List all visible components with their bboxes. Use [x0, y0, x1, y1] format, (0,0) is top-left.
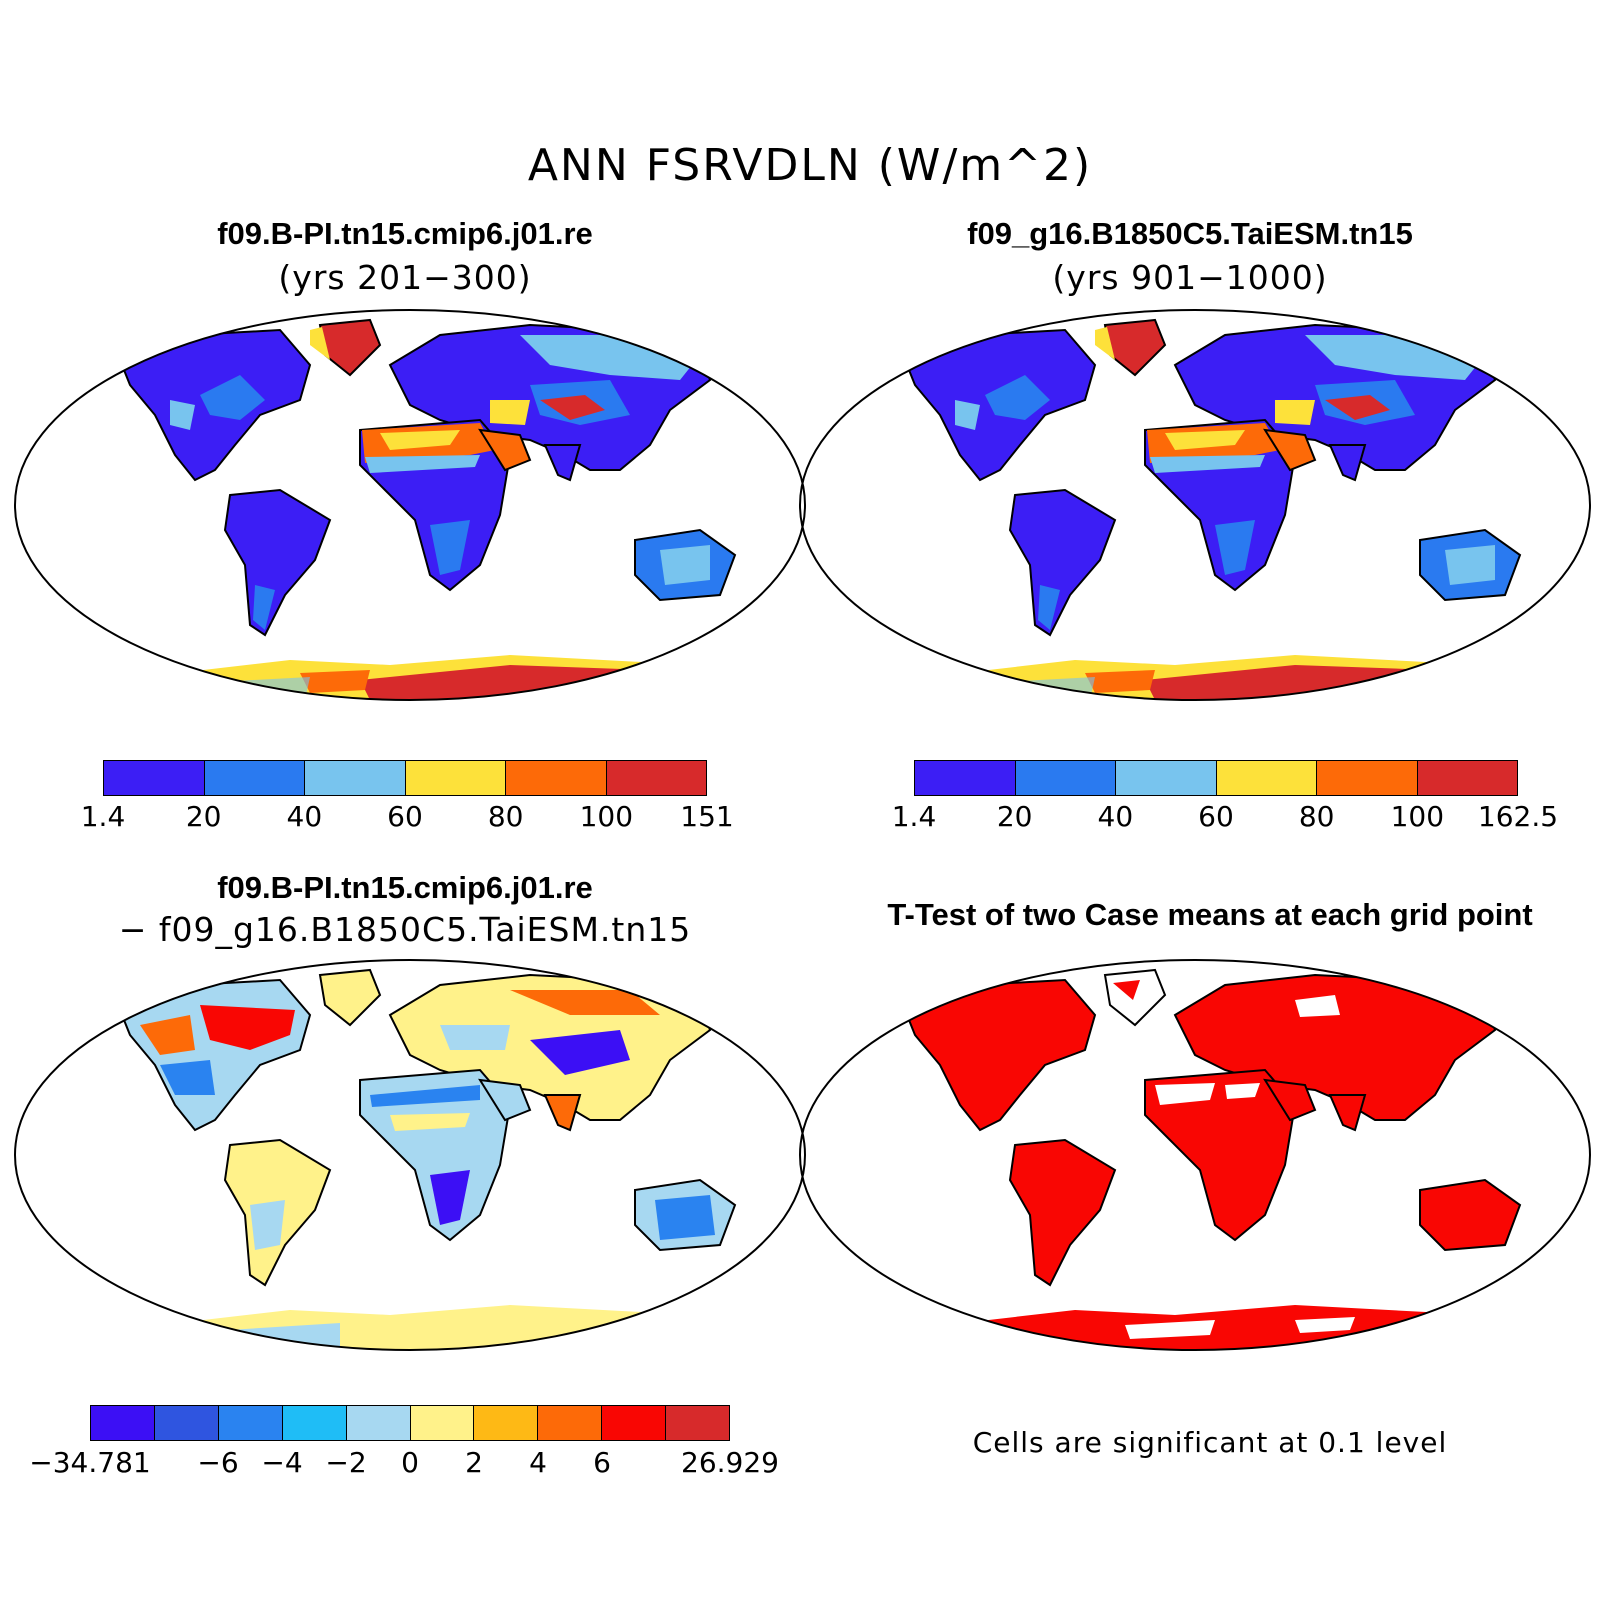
panel-diff-subtitle: − f09_g16.B1850C5.TaiESM.tn15 — [118, 910, 692, 949]
colorbar-case2-segment — [1116, 761, 1217, 795]
map-case2 — [799, 309, 1591, 701]
significance-note: Cells are significant at 0.1 level — [972, 1426, 1448, 1459]
colorbar-diff-segment — [282, 1406, 347, 1440]
colorbar-diff-segment — [474, 1406, 539, 1440]
colorbar-case2-labels: 1.4 20 40 60 80 100 162.5 — [892, 800, 1558, 840]
colorbar-case2 — [914, 760, 1518, 796]
map-case1 — [14, 309, 806, 701]
colorbar-case2-tick-label: 100 — [1390, 800, 1445, 833]
colorbar-diff-segment — [346, 1406, 411, 1440]
colorbar-case1-tick-label: 80 — [487, 800, 524, 833]
colorbar-diff-segment — [410, 1406, 475, 1440]
colorbar-diff-segment — [666, 1406, 730, 1440]
colorbar-diff-tick-label: −4 — [261, 1446, 303, 1479]
colorbar-case2-tick-label: 20 — [996, 800, 1033, 833]
colorbar-diff-tick-label: 26.929 — [681, 1446, 779, 1479]
colorbar-case1-segment — [506, 761, 607, 795]
figure-title: ANN FSRVDLN (W/m^2) — [527, 140, 1093, 191]
colorbar-case2-tick-label: 1.4 — [891, 800, 937, 833]
colorbar-case1-labels: 1.4 20 40 60 80 100 151 — [81, 800, 734, 840]
colorbar-case1-tick-label: 20 — [185, 800, 222, 833]
panel-case1-title: f09.B-PI.tn15.cmip6.j01.re — [217, 216, 593, 251]
colorbar-case1-segment — [104, 761, 205, 795]
map-ttest — [799, 959, 1591, 1351]
colorbar-case1-tick-label: 40 — [286, 800, 323, 833]
colorbar-case1 — [103, 760, 707, 796]
colorbar-diff-tick-label: −34.781 — [29, 1446, 151, 1479]
colorbar-diff-labels: −34.781 −6 −4 −2 0 2 4 6 26.929 — [29, 1446, 779, 1486]
colorbar-diff-tick-label: −2 — [325, 1446, 367, 1479]
colorbar-case1-tick-label: 60 — [387, 800, 423, 833]
colorbar-case2-segment — [1216, 761, 1317, 795]
colorbar-case1-segment — [405, 761, 506, 795]
colorbar-diff-tick-label: 0 — [401, 1446, 419, 1479]
colorbar-diff-tick-label: −6 — [197, 1446, 239, 1479]
colorbar-diff-segment — [154, 1406, 219, 1440]
colorbar-case2-segment — [1015, 761, 1116, 795]
colorbar-diff-tick-label: 6 — [593, 1446, 611, 1479]
colorbar-case2-tick-label: 80 — [1298, 800, 1335, 833]
colorbar-case1-segment — [606, 761, 706, 795]
colorbar-case1-segment — [204, 761, 305, 795]
colorbar-case1-tick-label: 1.4 — [80, 800, 126, 833]
map-diff — [14, 959, 806, 1351]
colorbar-case2-segment — [1417, 761, 1517, 795]
panel-diff-title: f09.B-PI.tn15.cmip6.j01.re — [217, 870, 593, 905]
colorbar-case2-tick-label: 60 — [1198, 800, 1234, 833]
colorbar-diff — [90, 1405, 730, 1441]
colorbar-case2-tick-label: 162.5 — [1477, 800, 1559, 833]
colorbar-case1-tick-label: 151 — [680, 800, 734, 833]
colorbar-case2-segment — [1317, 761, 1418, 795]
panel-case2-subtitle: (yrs 901−1000) — [1052, 258, 1328, 297]
panel-case1-subtitle: (yrs 201−300) — [278, 258, 532, 297]
colorbar-diff-tick-label: 4 — [529, 1446, 547, 1479]
colorbar-case1-tick-label: 100 — [579, 800, 634, 833]
colorbar-diff-segment — [602, 1406, 667, 1440]
colorbar-diff-tick-label: 2 — [465, 1446, 483, 1479]
panel-ttest-title: T-Test of two Case means at each grid po… — [887, 897, 1533, 932]
colorbar-case1-segment — [305, 761, 406, 795]
colorbar-diff-segment — [538, 1406, 603, 1440]
colorbar-case2-tick-label: 40 — [1097, 800, 1134, 833]
colorbar-diff-segment — [91, 1406, 155, 1440]
colorbar-case2-segment — [915, 761, 1016, 795]
panel-case2-title: f09_g16.B1850C5.TaiESM.tn15 — [967, 216, 1413, 251]
colorbar-diff-segment — [218, 1406, 283, 1440]
